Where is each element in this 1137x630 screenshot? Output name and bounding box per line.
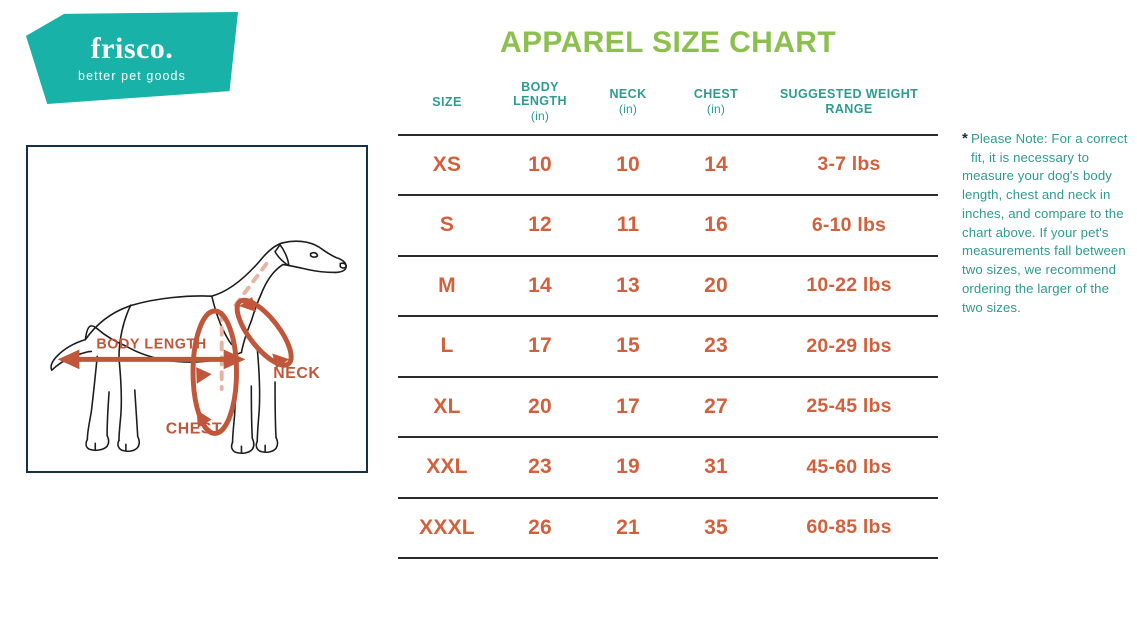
column-header-chest-unit: (in)	[706, 101, 726, 116]
cell-neck: 19	[584, 437, 672, 499]
page-title: APPAREL SIZE CHART	[499, 26, 837, 59]
table-row: S 12 11 16 6-10 lbs	[398, 195, 938, 257]
column-header-chest-label: CHEST	[693, 87, 739, 102]
column-header-neck-unit: (in)	[618, 101, 638, 116]
cell-weight-range: 20-29 lbs	[760, 316, 938, 378]
cell-size: XXXL	[398, 497, 496, 560]
cell-chest: 27	[672, 376, 760, 439]
table-row: XS 10 10 14 3-7 lbs	[398, 134, 938, 197]
column-header-chest: CHEST (in)	[672, 78, 760, 136]
note-text: Please Note: For a correct fit, it is ne…	[962, 131, 1128, 315]
cell-weight-range: 3-7 lbs	[760, 134, 938, 197]
cell-weight-range: 45-60 lbs	[760, 437, 938, 499]
column-header-size: SIZE	[398, 78, 496, 136]
cell-chest: 14	[672, 134, 760, 197]
column-header-body-length-unit: (in)	[530, 108, 550, 123]
cell-body-length: 14	[496, 255, 584, 318]
cell-size: M	[398, 255, 496, 318]
diagram-label-chest: CHEST	[166, 420, 223, 437]
cell-body-length: 26	[496, 497, 584, 560]
cell-body-length: 10	[496, 134, 584, 197]
cell-weight-range: 60-85 lbs	[760, 497, 938, 560]
cell-size: XXL	[398, 437, 496, 499]
note-asterisk: *	[962, 130, 968, 147]
logo-banner-shape	[26, 12, 238, 104]
brand-name: frisco.	[90, 32, 174, 65]
table-row: XL 20 17 27 25-45 lbs	[398, 376, 938, 439]
brand-tagline: better pet goods	[78, 69, 186, 83]
cell-size: XL	[398, 376, 496, 439]
cell-chest: 31	[672, 437, 760, 499]
diagram-label-neck: NECK	[273, 365, 320, 382]
cell-body-length: 12	[496, 195, 584, 257]
cell-chest: 16	[672, 195, 760, 257]
column-header-weight-range-label: SUGGESTED WEIGHT RANGE	[779, 87, 919, 116]
table-row: XXL 23 19 31 45-60 lbs	[398, 437, 938, 499]
cell-chest: 35	[672, 497, 760, 560]
cell-body-length: 17	[496, 316, 584, 378]
cell-weight-range: 6-10 lbs	[760, 195, 938, 257]
column-header-neck: NECK (in)	[584, 78, 672, 136]
cell-neck: 11	[584, 195, 672, 257]
please-note-block: * Please Note: For a correct fit, it is …	[962, 130, 1130, 317]
frisco-logo: frisco. better pet goods	[26, 12, 238, 104]
table-row: XXXL 26 21 35 60-85 lbs	[398, 497, 938, 560]
cell-body-length: 20	[496, 376, 584, 439]
table-row: M 14 13 20 10-22 lbs	[398, 255, 938, 318]
column-header-weight-range: SUGGESTED WEIGHT RANGE	[760, 78, 938, 136]
dog-measurement-diagram: BODY LENGTH CHEST NECK	[26, 145, 368, 473]
table-header: SIZE BODY LENGTH (in) NECK (in) CHEST (i…	[398, 78, 938, 136]
cell-neck: 10	[584, 134, 672, 197]
column-header-size-label: SIZE	[432, 94, 462, 109]
cell-chest: 20	[672, 255, 760, 318]
column-header-body-length-label: BODY LENGTH	[513, 80, 567, 109]
size-chart-table: SIZE BODY LENGTH (in) NECK (in) CHEST (i…	[398, 78, 938, 560]
table-body: XS 10 10 14 3-7 lbs S 12 11 16 6-10 lbs …	[398, 134, 938, 560]
cell-weight-range: 25-45 lbs	[760, 376, 938, 439]
diagram-label-body-length: BODY LENGTH	[96, 337, 206, 353]
cell-body-length: 23	[496, 437, 584, 499]
size-chart-table-wrap: SIZE BODY LENGTH (in) NECK (in) CHEST (i…	[398, 78, 938, 560]
cell-neck: 13	[584, 255, 672, 318]
column-header-neck-label: NECK	[609, 87, 647, 102]
cell-neck: 21	[584, 497, 672, 560]
table-header-row: SIZE BODY LENGTH (in) NECK (in) CHEST (i…	[398, 78, 938, 136]
cell-neck: 17	[584, 376, 672, 439]
column-header-body-length: BODY LENGTH (in)	[496, 78, 584, 136]
cell-neck: 15	[584, 316, 672, 378]
cell-size: XS	[398, 134, 496, 197]
table-row: L 17 15 23 20-29 lbs	[398, 316, 938, 378]
cell-size: L	[398, 316, 496, 378]
cell-chest: 23	[672, 316, 760, 378]
cell-weight-range: 10-22 lbs	[760, 255, 938, 318]
cell-size: S	[398, 195, 496, 257]
